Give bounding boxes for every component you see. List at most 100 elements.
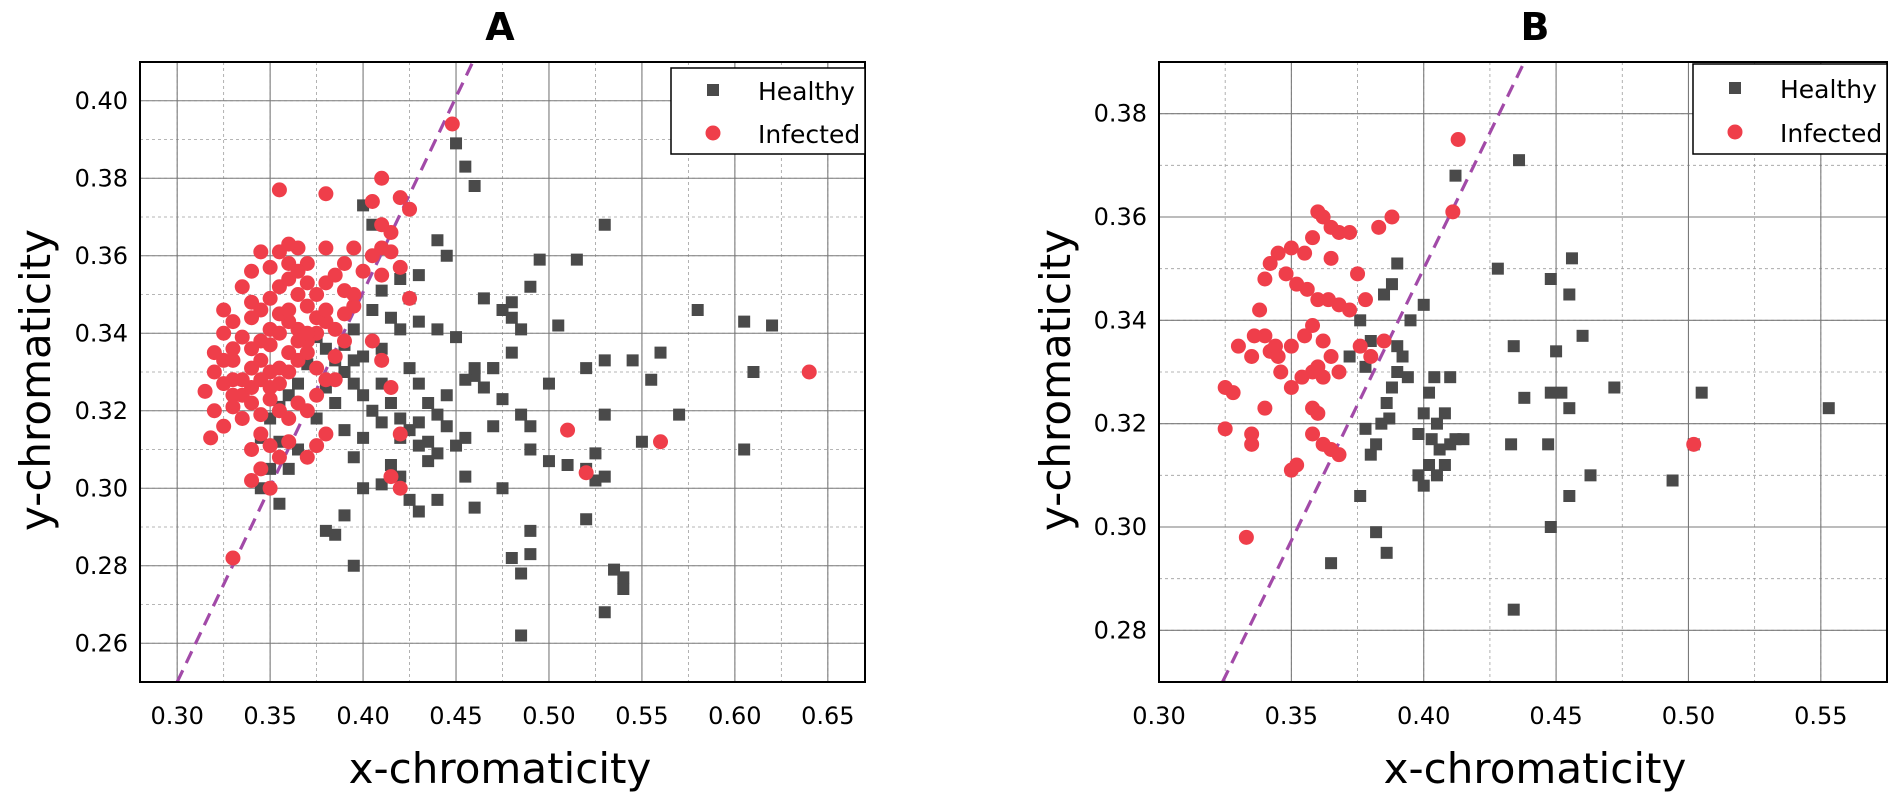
healthy-point	[338, 509, 351, 522]
infected-point	[1217, 421, 1233, 437]
healthy-point	[738, 315, 751, 328]
infected-point	[299, 325, 315, 341]
infected-point	[1299, 281, 1315, 297]
healthy-point	[394, 273, 407, 285]
infected-point	[578, 465, 594, 481]
healthy-point	[552, 319, 565, 332]
panel-b-xlabel: x-chromaticity	[1384, 744, 1687, 793]
healthy-point	[422, 455, 435, 468]
x-tick-label: 0.50	[1662, 702, 1715, 730]
x-tick-label: 0.45	[1529, 702, 1582, 730]
infected-point	[318, 302, 334, 318]
healthy-point	[515, 408, 528, 421]
infected-point	[346, 287, 362, 302]
healthy-point	[1433, 443, 1446, 456]
healthy-point	[357, 482, 370, 495]
infected-point	[216, 325, 232, 341]
healthy-point	[1385, 381, 1398, 394]
healthy-point	[617, 583, 630, 595]
infected-point	[374, 267, 390, 283]
x-tick-label: 0.45	[429, 702, 482, 730]
infected-point	[327, 321, 343, 337]
healthy-point	[412, 269, 425, 282]
healthy-point	[1518, 391, 1531, 404]
infected-point	[309, 360, 325, 376]
healthy-point	[515, 323, 528, 336]
infected-point	[1273, 364, 1289, 380]
healthy-point	[524, 420, 537, 433]
healthy-point	[1380, 397, 1393, 409]
infected-point	[281, 236, 297, 252]
infected-point	[1305, 400, 1321, 416]
healthy-point	[459, 431, 472, 444]
healthy-point	[319, 524, 332, 537]
series-infected	[1217, 132, 1702, 545]
healthy-point	[1370, 438, 1383, 451]
infected-point	[281, 434, 297, 450]
infected-point	[1283, 338, 1299, 354]
infected-point	[262, 438, 278, 454]
healthy-point	[319, 342, 332, 355]
infected-point	[1257, 271, 1273, 287]
infected-point	[206, 364, 222, 380]
healthy-point	[412, 439, 425, 452]
x-tick-label: 0.30	[1132, 702, 1185, 730]
healthy-point	[1666, 474, 1679, 487]
healthy-point	[1359, 422, 1372, 435]
healthy-point	[338, 366, 351, 378]
infected-point	[364, 333, 380, 349]
healthy-point	[1563, 288, 1576, 301]
healthy-point	[505, 552, 518, 564]
healthy-point	[505, 311, 518, 324]
infected-point	[1352, 338, 1368, 354]
infected-point	[299, 298, 315, 314]
infected-point	[271, 449, 287, 465]
healthy-point	[459, 160, 472, 173]
healthy-point	[1608, 381, 1621, 394]
infected-point	[262, 337, 278, 353]
healthy-point	[375, 416, 388, 429]
healthy-point	[598, 408, 611, 421]
infected-point	[444, 116, 460, 132]
infected-point	[262, 380, 278, 395]
infected-point	[1331, 364, 1347, 380]
x-tick-label: 0.40	[336, 702, 389, 730]
infected-point	[1244, 426, 1260, 442]
y-tick-label: 0.34	[1094, 306, 1147, 334]
legend-infected-label: Infected	[758, 120, 860, 149]
infected-point	[355, 263, 371, 279]
healthy-point	[1550, 345, 1563, 358]
infected-point	[234, 329, 250, 345]
healthy-point	[412, 377, 425, 390]
healthy-point	[1412, 469, 1425, 482]
infected-point	[262, 290, 278, 306]
healthy-point	[598, 470, 611, 483]
infected-point	[336, 306, 352, 322]
healthy-point	[338, 424, 351, 437]
healthy-point	[515, 567, 528, 580]
healthy-point	[440, 420, 453, 433]
infected-point	[216, 302, 232, 318]
infected-point	[290, 287, 306, 302]
healthy-point	[496, 304, 509, 316]
healthy-point	[375, 284, 388, 297]
healthy-point	[598, 606, 611, 619]
healthy-point	[310, 412, 323, 425]
infected-point	[1323, 349, 1339, 364]
healthy-point	[431, 447, 444, 460]
infected-point	[309, 438, 325, 454]
infected-point	[244, 473, 260, 488]
infected-point	[206, 403, 222, 419]
infected-point	[1246, 328, 1262, 344]
healthy-point	[580, 513, 593, 526]
infected-point	[1238, 529, 1254, 545]
infected-point	[1270, 245, 1286, 261]
healthy-point	[598, 218, 611, 231]
legend-infected-marker	[705, 125, 721, 141]
healthy-point	[292, 443, 305, 456]
infected-point	[1283, 240, 1299, 256]
healthy-point	[1404, 314, 1417, 327]
infected-point	[327, 267, 343, 283]
infected-point	[1257, 328, 1273, 344]
infected-point	[244, 263, 260, 279]
